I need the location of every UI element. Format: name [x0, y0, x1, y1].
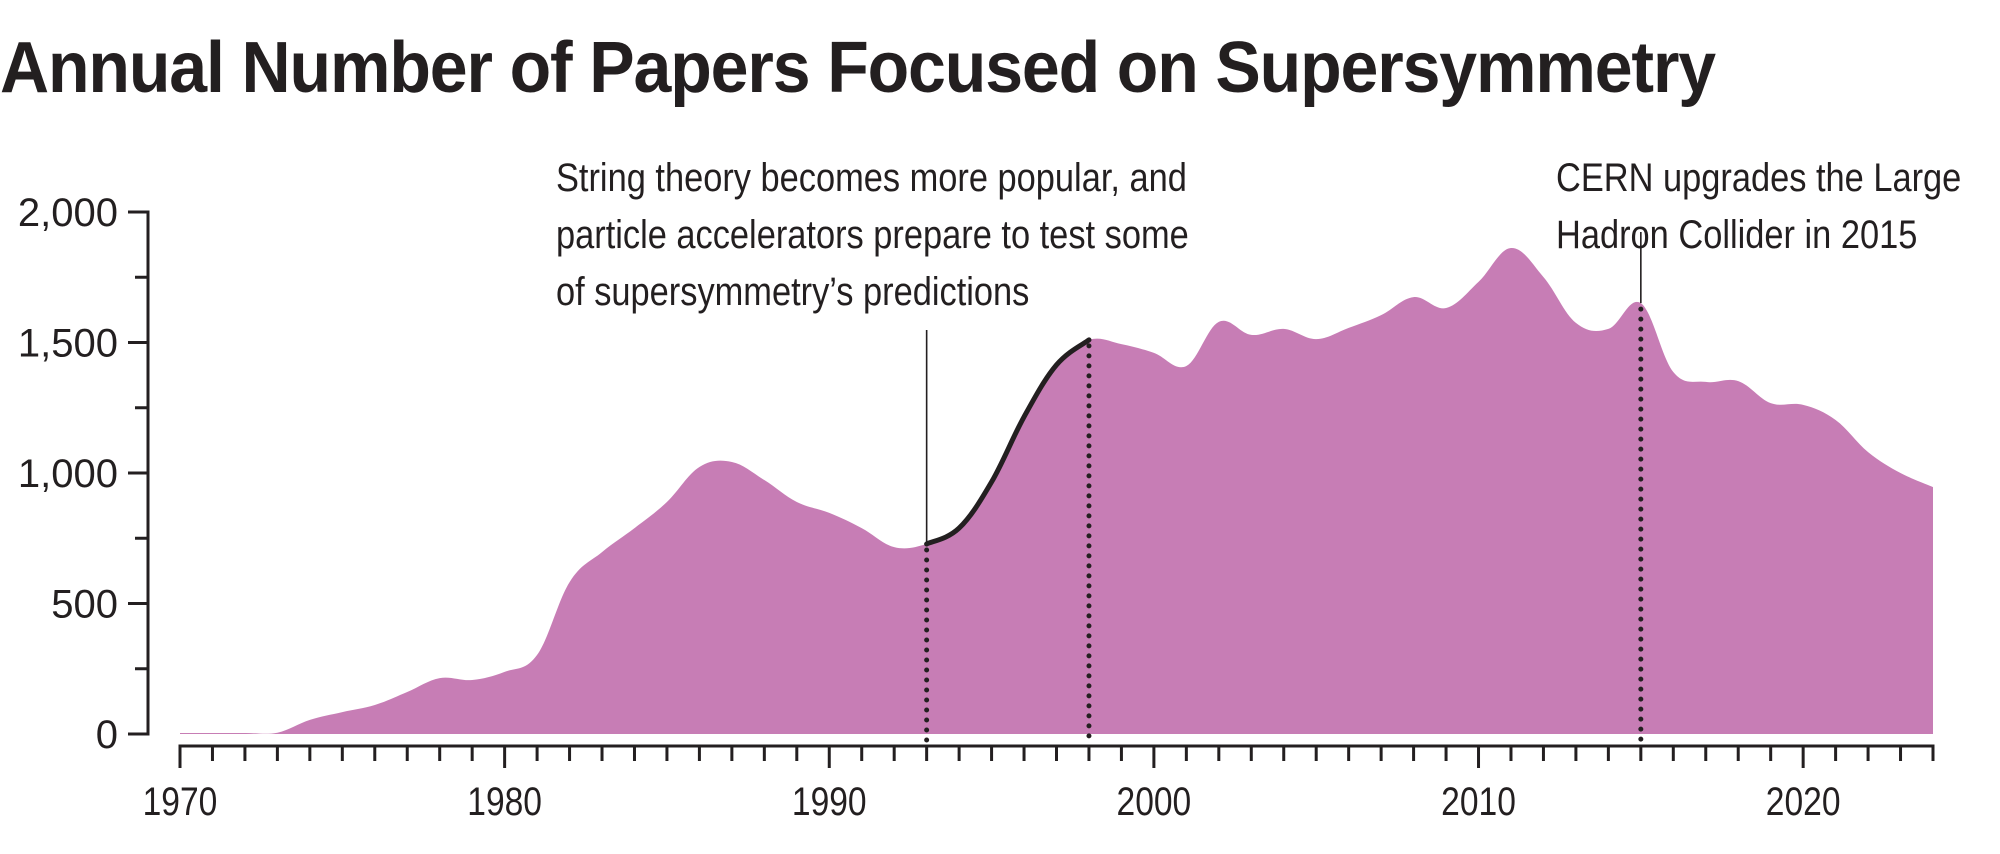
- y-axis: 0 500 1,000 1,500 2,000: [18, 191, 150, 757]
- annotation-text-line: particle accelerators prepare to test so…: [556, 212, 1189, 257]
- marker-lines-layer: [924, 306, 1644, 747]
- x-axis: 1970 1980 1990 2000 2010 2020: [143, 744, 1935, 824]
- y-tick-label: 500: [51, 583, 118, 627]
- annotation-string-theory: String theory becomes more popular, and p…: [556, 155, 1189, 314]
- y-tick-label: 2,000: [18, 191, 118, 235]
- annotation-text-line: of supersymmetry’s predictions: [556, 269, 1029, 314]
- x-tick-label: 2020: [1766, 779, 1841, 823]
- annotation-text-line: Hadron Collider in 2015: [1556, 212, 1917, 257]
- highlight-layer: [924, 337, 1092, 547]
- area-layer: [180, 247, 1933, 734]
- annotation-text-line: String theory becomes more popular, and: [556, 155, 1187, 200]
- area-series-papers: [180, 247, 1933, 734]
- x-tick-label: 2010: [1441, 779, 1516, 823]
- y-tick-label: 0: [96, 713, 118, 757]
- x-tick-label: 1980: [467, 779, 542, 823]
- y-tick-label: 1,500: [18, 322, 118, 366]
- y-tick-label: 1,000: [18, 452, 118, 496]
- x-tick-label: 1970: [143, 779, 218, 823]
- annotations-layer: String theory becomes more popular, and p…: [556, 155, 1961, 544]
- annotation-text-line: CERN upgrades the Large: [1556, 155, 1961, 200]
- x-tick-label: 2000: [1117, 779, 1192, 823]
- annotation-cern-lhc: CERN upgrades the Large Hadron Collider i…: [1556, 155, 1961, 257]
- chart-title: Annual Number of Papers Focused on Super…: [0, 28, 1716, 108]
- highlight-line-1993-1998: [924, 337, 1092, 547]
- x-tick-label: 1990: [792, 779, 867, 823]
